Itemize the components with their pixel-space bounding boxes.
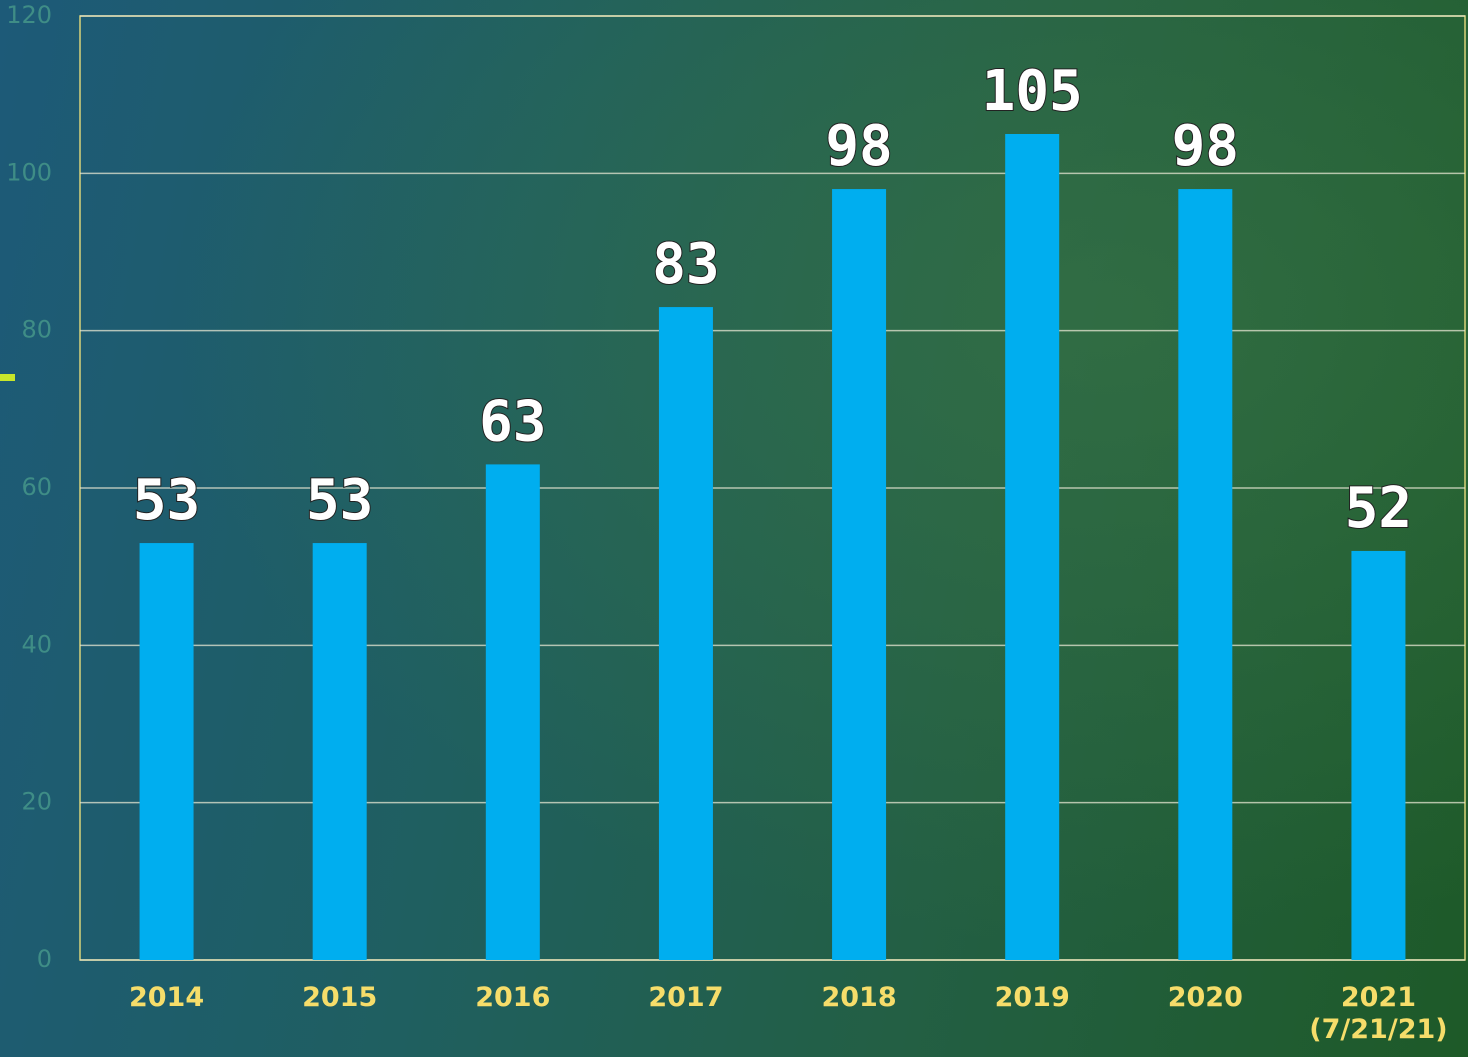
bar (140, 543, 194, 960)
decor-dash (0, 374, 15, 381)
y-tick-label: 40 (21, 630, 52, 658)
value-label: 98 (1172, 114, 1239, 179)
bar (1351, 551, 1405, 960)
x-tick-label: 2016 (428, 982, 598, 1014)
y-tick-label: 100 (6, 158, 52, 186)
value-label: 105 (982, 59, 1083, 124)
value-label: 63 (479, 389, 546, 454)
x-tick-label: 2019 (947, 982, 1117, 1014)
bar (659, 307, 713, 960)
x-tick-label: 2018 (774, 982, 944, 1014)
value-label: 53 (133, 468, 200, 533)
plot: 0 20 40 60 80 100 120 53 53 63 83 98 105 98 52 (0, 0, 1468, 1057)
bar (1178, 189, 1232, 960)
value-label: 83 (652, 232, 719, 297)
x-tick-label: 2015 (255, 982, 425, 1014)
x-tick-label: 2020 (1120, 982, 1290, 1014)
y-tick-label: 80 (21, 316, 52, 344)
y-tick-label: 0 (37, 945, 52, 973)
bar (1005, 134, 1059, 960)
bar (832, 189, 886, 960)
value-label: 53 (306, 468, 373, 533)
x-tick-label: 2014 (82, 982, 252, 1014)
x-tick-label: 2017 (601, 982, 771, 1014)
bar (486, 464, 540, 960)
y-tick-label: 60 (21, 473, 52, 501)
bar (313, 543, 367, 960)
chart: 02040608010012053536383981059852 2014201… (0, 0, 1468, 1057)
y-tick-label: 120 (6, 1, 52, 29)
y-tick-label: 20 (21, 788, 52, 816)
value-label: 52 (1345, 476, 1412, 541)
value-label: 98 (825, 114, 892, 179)
x-tick-label: 2021 (7/21/21) (1293, 982, 1463, 1046)
